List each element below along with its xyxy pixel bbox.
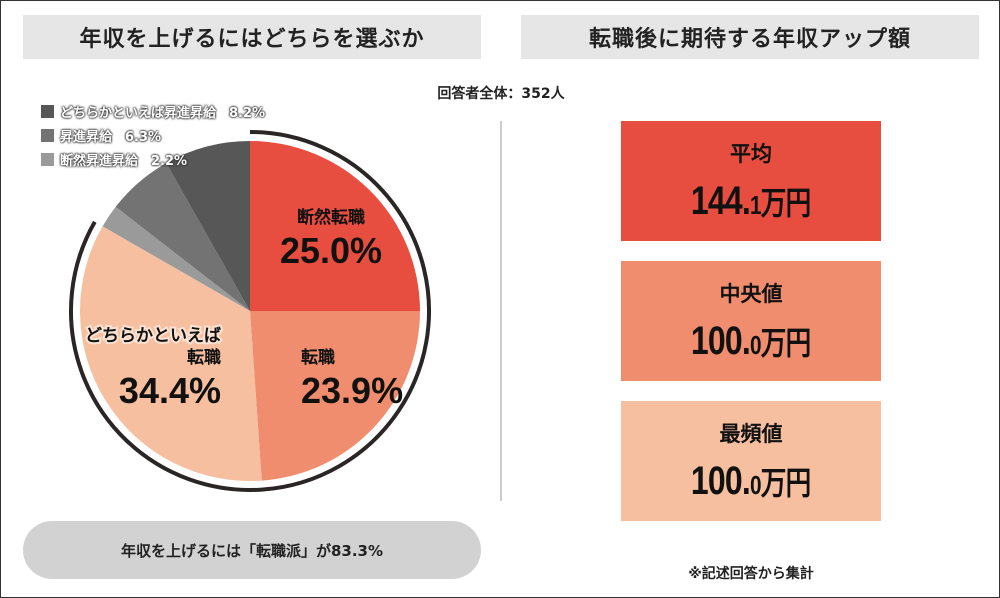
slice-label: どちらかといえば <box>85 326 221 346</box>
legend: どちらかといえば昇進昇給 8.2% 昇進昇給 6.3% 断然昇進昇給 2.2% <box>41 99 265 171</box>
legend-item: 断然昇進昇給 2.2% <box>41 147 265 171</box>
slice-value: 23.9% <box>301 370 403 411</box>
slice-value: 34.4% <box>119 370 221 411</box>
stat-value: 144.1万円 <box>691 179 811 223</box>
stat-value: 100.0万円 <box>691 459 811 503</box>
respondent-count: 回答者全体：352人 <box>437 86 565 102</box>
slice-label: 転職 <box>301 347 335 368</box>
divider <box>500 121 502 501</box>
legend-swatch <box>41 104 54 118</box>
legend-label: 昇進昇給 6.3% <box>60 129 162 145</box>
left-title: 年収を上げるにはどちらを選ぶか <box>23 15 481 59</box>
summary-banner: 年収を上げるには「転職派」が83.3% <box>23 521 481 579</box>
stat-label: 平均 <box>730 142 772 166</box>
pie-slice <box>250 311 420 481</box>
slice-label: 断然転職 <box>297 207 365 228</box>
stat-box: 平均 144.1万円 <box>621 121 881 241</box>
legend-label: どちらかといえば昇進昇給 8.2% <box>60 105 266 121</box>
legend-swatch <box>41 128 54 142</box>
footnote: ※記述回答から集計 <box>688 566 814 582</box>
slice-value: 25.0% <box>280 230 382 271</box>
stat-box: 中央値 100.0万円 <box>621 261 881 381</box>
pie-slice <box>115 163 250 311</box>
stat-label: 最頻値 <box>719 422 783 446</box>
stat-label: 中央値 <box>719 282 783 306</box>
pie-slice <box>250 141 420 311</box>
right-title: 転職後に期待する年収アップ額 <box>521 15 979 59</box>
stat-value: 100.0万円 <box>691 319 811 363</box>
slice-label: 転職 <box>187 347 221 368</box>
stat-box: 最頻値 100.0万円 <box>621 401 881 521</box>
legend-swatch <box>41 152 54 166</box>
highlight-arc <box>69 130 431 492</box>
legend-label: 断然昇進昇給 2.2% <box>60 153 188 169</box>
legend-item: どちらかといえば昇進昇給 8.2% <box>41 99 265 123</box>
pie-slice <box>166 141 250 311</box>
pie-slice <box>80 226 262 481</box>
pie-slice <box>102 206 250 311</box>
legend-item: 昇進昇給 6.3% <box>41 123 265 147</box>
